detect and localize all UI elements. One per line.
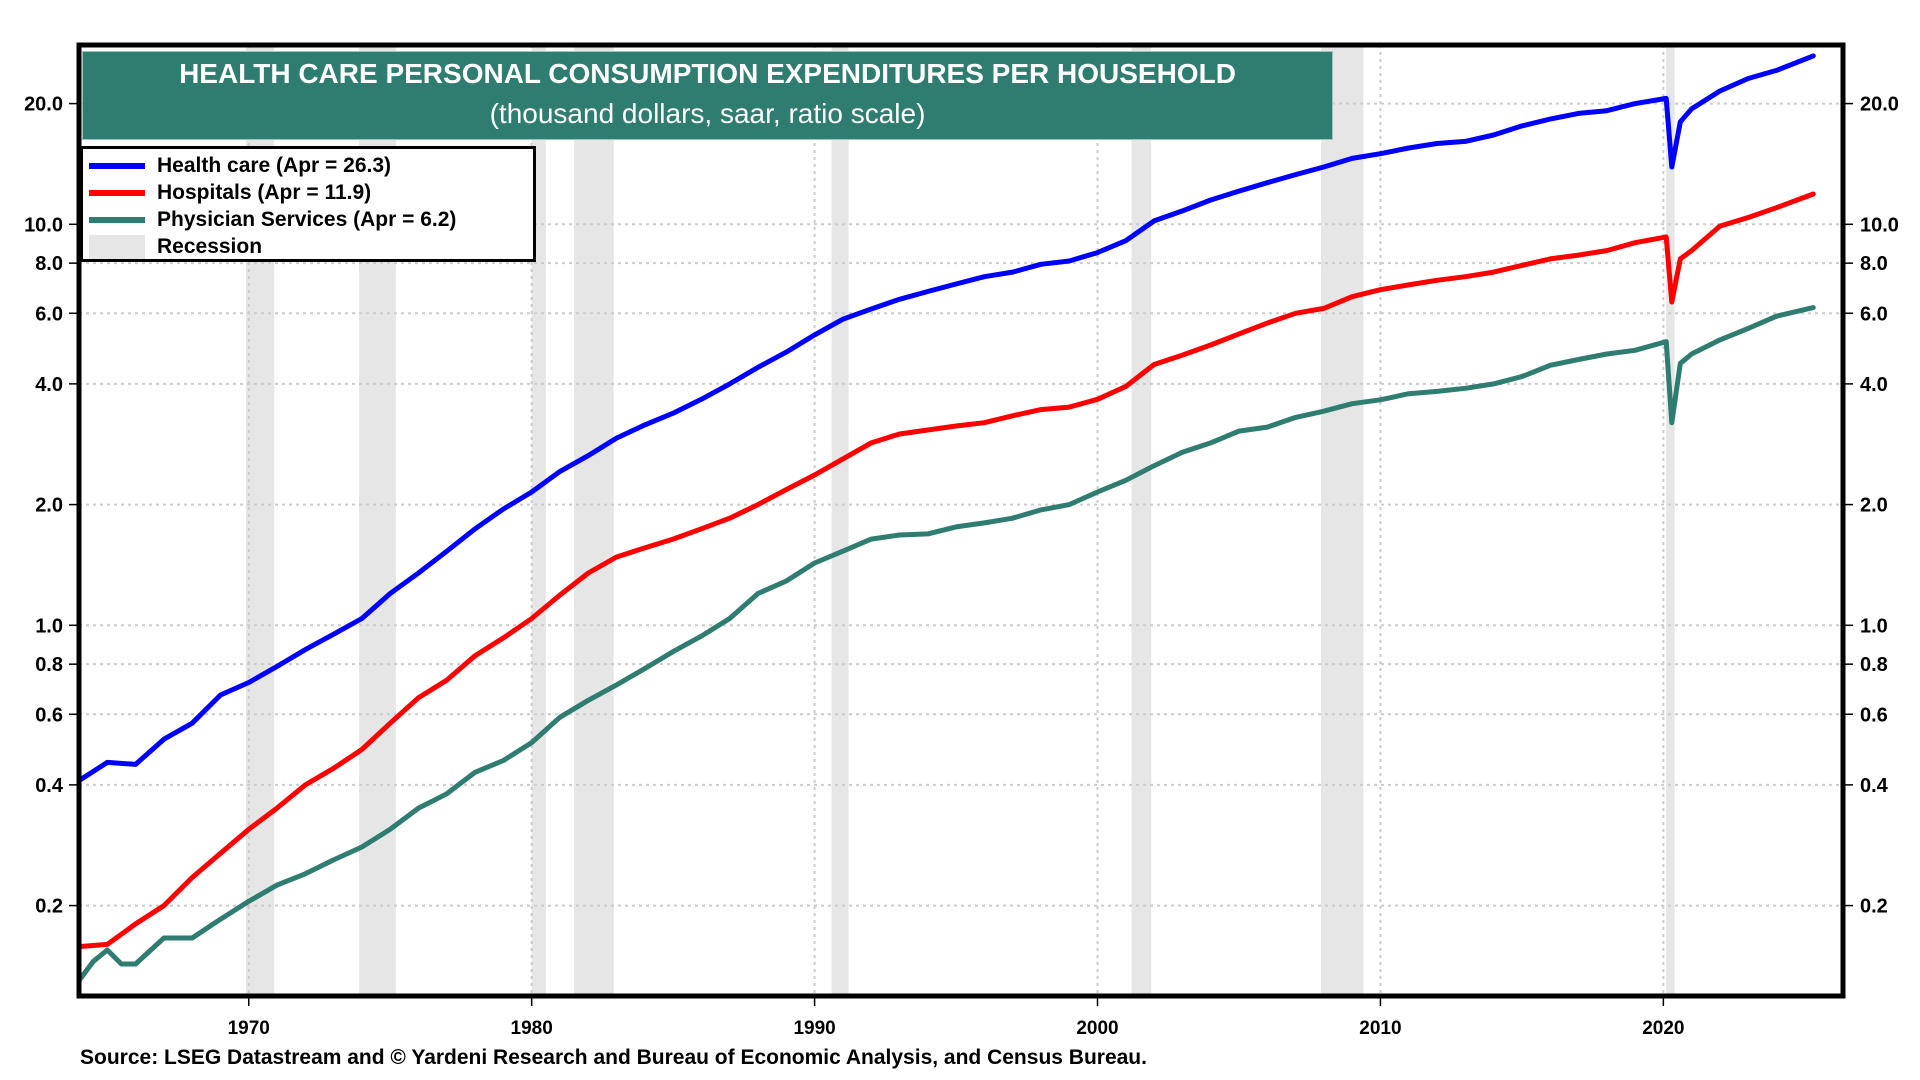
plot-frame (76, 42, 1846, 999)
legend-label-physician-services: Physician Services (Apr = 6.2) (157, 207, 457, 231)
legend-label-recession: Recession (157, 234, 263, 258)
y-tick-label-left: 4.0 (35, 374, 63, 396)
y-tick-label-right: 0.4 (1860, 775, 1889, 797)
chart-title-box: HEALTH CARE PERSONAL CONSUMPTION EXPENDI… (82, 51, 1333, 140)
recession-band (831, 45, 849, 996)
y-tick-label-left: 10.0 (24, 214, 63, 236)
y-tick-label-right: 0.8 (1860, 654, 1888, 676)
y-tick-label-left: 0.2 (35, 896, 63, 918)
y-tick-label-right: 2.0 (1860, 495, 1888, 517)
legend: Health care (Apr = 26.3) Hospitals (Apr … (80, 146, 536, 262)
series-line-health-care (76, 53, 1816, 784)
legend-swatch-recession (89, 234, 145, 259)
x-tick-label: 1970 (228, 1018, 270, 1039)
x-tick-label: 1990 (793, 1018, 835, 1039)
x-tick-label: 2000 (1076, 1018, 1118, 1039)
gridlines (79, 45, 1843, 996)
x-axis: 1970 1980 1990 2000 2010 2020 (228, 996, 1684, 1039)
series-line-physician-services (76, 305, 1816, 984)
series-line-hospitals (76, 191, 1816, 950)
y-tick-label-right: 0.6 (1860, 704, 1888, 726)
legend-swatch-physician-services (89, 216, 145, 223)
series-lines (76, 53, 1816, 984)
y-axis-left: 0.2 0.4 0.6 0.8 1.0 2.0 4.0 6.0 8.0 10.0 20.0 (24, 94, 79, 918)
y-tick-label-right: 20.0 (1860, 94, 1899, 116)
legend-swatch-health-care (89, 162, 145, 169)
y-tick-label-left: 2.0 (35, 495, 63, 517)
y-tick-label-right: 6.0 (1860, 303, 1888, 325)
y-tick-label-right: 0.2 (1860, 896, 1888, 918)
x-tick-label: 2010 (1359, 1018, 1401, 1039)
y-tick-label-right: 4.0 (1860, 374, 1888, 396)
y-tick-label-right: 10.0 (1860, 214, 1899, 236)
legend-label-hospitals: Hospitals (Apr = 11.9) (157, 180, 372, 204)
y-tick-label-left: 6.0 (35, 303, 63, 325)
recession-band (1131, 45, 1152, 996)
source-note: Source: LSEG Datastream and © Yardeni Re… (80, 1046, 1147, 1069)
chart-title: HEALTH CARE PERSONAL CONSUMPTION EXPENDI… (179, 58, 1236, 89)
y-tick-label-left: 20.0 (24, 94, 63, 116)
legend-label-health-care: Health care (Apr = 26.3) (157, 153, 392, 177)
x-tick-label: 1980 (511, 1018, 553, 1039)
recession-band (574, 45, 614, 996)
legend-item-hospitals: Hospitals (Apr = 11.9) (89, 179, 533, 206)
y-tick-label-right: 8.0 (1860, 253, 1888, 275)
y-tick-label-left: 0.4 (35, 775, 64, 797)
legend-item-health-care: Health care (Apr = 26.3) (89, 152, 533, 179)
legend-item-recession: Recession (89, 233, 533, 260)
y-tick-label-left: 0.8 (35, 654, 63, 676)
recession-band (1666, 45, 1675, 996)
legend-swatch-hospitals (89, 189, 145, 196)
legend-item-physician-services: Physician Services (Apr = 6.2) (89, 206, 533, 233)
recession-band (531, 45, 546, 996)
y-tick-label-left: 0.6 (35, 704, 63, 726)
y-axis-right: 0.2 0.4 0.6 0.8 1.0 2.0 4.0 6.0 8.0 10.0 20.0 (1843, 94, 1899, 918)
chart-subtitle: (thousand dollars, saar, ratio scale) (489, 98, 926, 129)
y-tick-label-right: 1.0 (1860, 615, 1888, 637)
y-tick-label-left: 1.0 (35, 615, 63, 637)
y-tick-label-left: 8.0 (35, 253, 63, 275)
recession-band (1321, 45, 1364, 996)
x-tick-label: 2020 (1642, 1018, 1684, 1039)
